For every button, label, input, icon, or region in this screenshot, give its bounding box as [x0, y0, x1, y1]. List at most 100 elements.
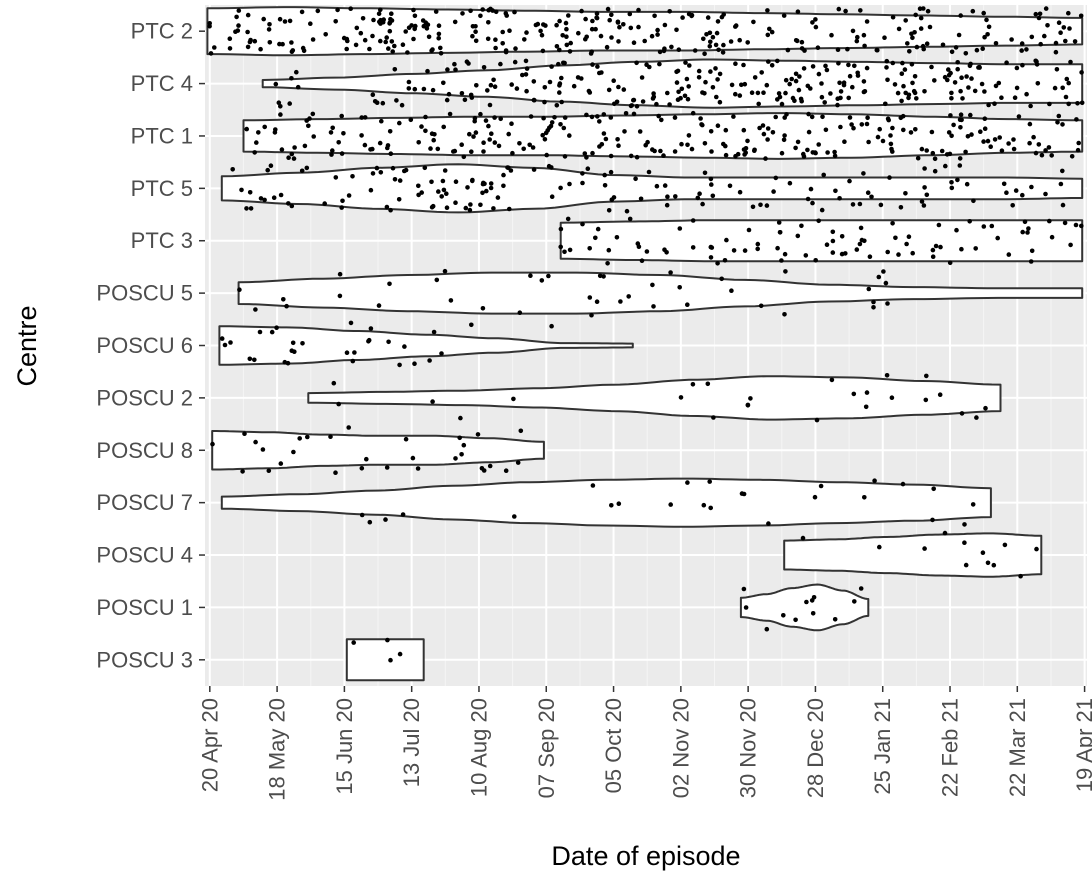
data-point	[441, 187, 447, 193]
data-point	[981, 10, 986, 16]
data-point	[713, 42, 719, 48]
data-point	[1043, 6, 1049, 11]
data-point	[1079, 223, 1084, 229]
data-point	[696, 75, 702, 80]
data-point	[370, 92, 376, 97]
data-point	[389, 18, 395, 23]
data-point	[567, 181, 572, 187]
data-point	[470, 178, 475, 184]
data-point	[541, 115, 546, 121]
data-point	[346, 193, 352, 198]
data-point	[557, 47, 562, 53]
data-point	[779, 150, 785, 156]
data-point	[871, 305, 876, 310]
data-point	[938, 244, 943, 250]
data-point	[746, 227, 752, 233]
data-point	[440, 178, 446, 184]
data-point	[904, 241, 909, 247]
data-point	[315, 8, 321, 14]
data-point	[291, 449, 296, 455]
data-point	[562, 249, 567, 255]
data-point	[248, 37, 253, 43]
data-point	[743, 605, 749, 610]
data-point	[700, 122, 705, 128]
data-point	[755, 90, 761, 96]
data-point	[861, 32, 867, 38]
data-point	[486, 20, 491, 25]
data-point	[836, 61, 841, 66]
data-point	[636, 24, 641, 30]
data-point	[1027, 121, 1033, 127]
data-point	[963, 51, 969, 56]
data-point	[491, 206, 496, 211]
data-point	[981, 139, 986, 144]
data-point	[644, 62, 649, 67]
data-point	[686, 133, 692, 138]
data-point	[1049, 153, 1054, 158]
data-point	[658, 148, 663, 154]
data-point	[305, 434, 310, 440]
data-point	[234, 14, 239, 20]
y-axis: PTC 2 PTC 4 PTC 1 PTC 5 PTC 3 POSCU 5 POSCU 6 P…	[96, 19, 205, 672]
data-point	[776, 220, 782, 225]
data-point	[280, 41, 285, 47]
data-point	[755, 241, 761, 247]
violin-poscu-8	[211, 430, 545, 471]
data-point	[513, 46, 518, 51]
data-point	[374, 100, 380, 105]
data-point	[281, 297, 286, 302]
data-point	[707, 30, 713, 36]
data-point	[654, 183, 660, 189]
data-point	[1063, 38, 1068, 44]
data-point	[805, 147, 810, 153]
data-point	[810, 611, 816, 616]
data-point	[245, 44, 251, 50]
data-point	[980, 46, 985, 51]
data-point	[742, 248, 748, 253]
data-point	[615, 20, 621, 25]
data-point	[556, 61, 561, 67]
data-point	[594, 299, 600, 305]
data-point	[679, 141, 684, 147]
data-point	[912, 74, 918, 79]
data-point	[478, 13, 483, 19]
data-point	[564, 42, 570, 48]
data-point	[690, 382, 696, 387]
data-point	[903, 191, 908, 196]
data-point	[909, 62, 915, 67]
data-point	[542, 99, 547, 105]
data-point	[436, 31, 442, 37]
data-point	[602, 183, 608, 188]
data-point	[376, 303, 382, 308]
data-point	[359, 512, 365, 518]
data-point	[866, 286, 872, 292]
data-point	[1029, 184, 1034, 190]
data-point	[909, 31, 914, 37]
data-point	[444, 97, 450, 103]
violins	[206, 6, 1084, 682]
data-point	[1038, 41, 1043, 47]
data-point	[1043, 191, 1048, 197]
data-point	[1034, 546, 1039, 552]
data-point	[949, 180, 954, 185]
data-point	[396, 197, 402, 202]
data-point	[346, 425, 352, 430]
data-point	[236, 8, 242, 13]
data-point	[678, 395, 684, 400]
data-point	[968, 112, 973, 118]
data-point	[485, 88, 490, 93]
data-point	[964, 74, 969, 79]
data-point	[252, 150, 257, 155]
data-point	[857, 241, 863, 247]
data-point	[717, 71, 723, 77]
data-point	[835, 96, 840, 101]
x-tick-label: 13 Jul 20	[399, 698, 424, 787]
data-point	[1046, 145, 1052, 150]
violin-poscu-4	[783, 532, 1043, 578]
data-point	[729, 82, 735, 88]
data-point	[344, 46, 350, 52]
data-point	[763, 156, 768, 161]
data-point	[523, 72, 529, 77]
data-point	[1073, 222, 1079, 228]
data-point	[531, 167, 537, 172]
